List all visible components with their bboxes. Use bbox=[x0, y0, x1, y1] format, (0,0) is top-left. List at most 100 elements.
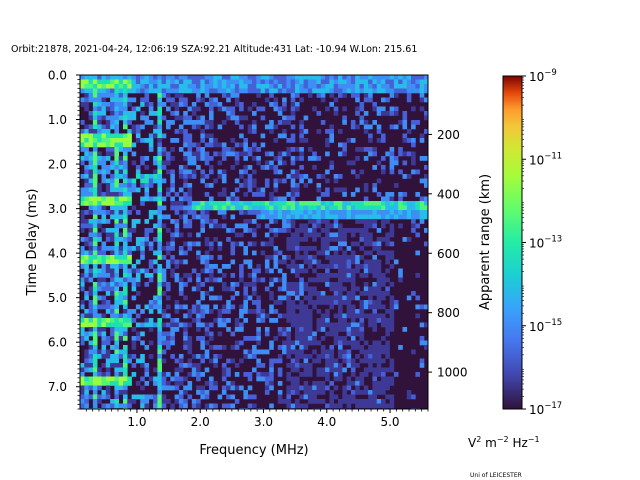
y-tick-label: 1.0 bbox=[48, 113, 67, 127]
heatmap-cell bbox=[230, 250, 236, 256]
heatmap-cell bbox=[355, 385, 360, 391]
heatmap-cell bbox=[110, 318, 115, 323]
heatmap-cell bbox=[290, 88, 296, 94]
heatmap-cell bbox=[295, 156, 300, 161]
heatmap-cell bbox=[316, 385, 322, 391]
heatmap-cell bbox=[204, 210, 210, 215]
heatmap-cell bbox=[234, 363, 240, 368]
heatmap-cell bbox=[92, 331, 98, 337]
heatmap-cell bbox=[191, 106, 197, 112]
heatmap-cell bbox=[385, 214, 390, 220]
heatmap-cell bbox=[88, 129, 94, 134]
heatmap-cell bbox=[406, 138, 412, 143]
heatmap-cell bbox=[342, 142, 347, 148]
heatmap-cell bbox=[325, 282, 330, 287]
heatmap-cell bbox=[264, 178, 270, 184]
heatmap-cell bbox=[307, 340, 313, 346]
heatmap-cell bbox=[290, 214, 296, 220]
heatmap-cell bbox=[299, 214, 304, 220]
heatmap-cell bbox=[415, 214, 420, 220]
heatmap-cell bbox=[359, 304, 365, 310]
heatmap-cell bbox=[350, 331, 356, 337]
heatmap-cell bbox=[368, 268, 373, 274]
heatmap-cell bbox=[346, 84, 352, 89]
heatmap-cell bbox=[381, 223, 386, 229]
heatmap-cell bbox=[350, 390, 356, 395]
heatmap-cell bbox=[123, 214, 128, 220]
heatmap-cell bbox=[131, 187, 137, 193]
heatmap-cell bbox=[363, 237, 369, 242]
heatmap-cell bbox=[286, 75, 291, 80]
heatmap-cell bbox=[368, 363, 373, 368]
heatmap-cell bbox=[290, 79, 296, 85]
heatmap-cell bbox=[264, 331, 270, 337]
heatmap-cell bbox=[376, 268, 382, 274]
heatmap-cell bbox=[355, 327, 360, 332]
heatmap-cell bbox=[372, 246, 377, 251]
heatmap-cell bbox=[209, 205, 214, 211]
heatmap-cell bbox=[295, 403, 300, 409]
heatmap-cell bbox=[80, 250, 85, 256]
heatmap-cell bbox=[84, 349, 89, 355]
heatmap-cell bbox=[161, 214, 167, 220]
heatmap-cell bbox=[342, 241, 347, 247]
heatmap-cell bbox=[264, 205, 270, 211]
heatmap-cell bbox=[170, 385, 175, 391]
heatmap-cell bbox=[114, 349, 119, 355]
heatmap-cell bbox=[316, 129, 322, 134]
heatmap-cell bbox=[252, 142, 257, 148]
heatmap-cell bbox=[118, 115, 124, 121]
heatmap-cell bbox=[338, 151, 343, 157]
heatmap-cell bbox=[131, 228, 137, 233]
heatmap-cell bbox=[153, 376, 158, 382]
heatmap-cell bbox=[183, 196, 188, 202]
heatmap-cell bbox=[114, 124, 119, 130]
heatmap-cell bbox=[178, 214, 184, 220]
heatmap-cell bbox=[110, 282, 115, 287]
heatmap-cell bbox=[363, 264, 369, 269]
heatmap-cell bbox=[299, 268, 304, 274]
heatmap-cell bbox=[97, 246, 102, 251]
heatmap-cell bbox=[84, 156, 89, 161]
heatmap-cell bbox=[393, 124, 399, 130]
heatmap-cell bbox=[320, 93, 326, 98]
heatmap-cell bbox=[307, 327, 313, 332]
heatmap-cell bbox=[243, 354, 248, 359]
heatmap-cell bbox=[350, 259, 356, 265]
heatmap-cell bbox=[217, 309, 223, 314]
heatmap-cell bbox=[84, 255, 89, 260]
heatmap-cell bbox=[161, 399, 167, 404]
heatmap-cell bbox=[221, 93, 227, 98]
heatmap-cell bbox=[286, 205, 291, 211]
heatmap-cell bbox=[312, 214, 317, 220]
heatmap-cell bbox=[264, 84, 270, 89]
heatmap-cell bbox=[381, 282, 386, 287]
heatmap-cell bbox=[307, 259, 313, 265]
heatmap-cell bbox=[290, 309, 296, 314]
heatmap-cell bbox=[170, 102, 175, 107]
heatmap-cell bbox=[368, 93, 373, 98]
heatmap-cell bbox=[166, 345, 171, 350]
heatmap-cell bbox=[320, 84, 326, 89]
heatmap-cell bbox=[157, 345, 162, 350]
heatmap-cell bbox=[131, 142, 137, 148]
heatmap-cell bbox=[286, 246, 291, 251]
heatmap-cell bbox=[84, 102, 89, 107]
heatmap-cell bbox=[110, 286, 115, 292]
heatmap-cell bbox=[381, 318, 386, 323]
heatmap-cell bbox=[307, 291, 313, 296]
heatmap-cell bbox=[140, 201, 145, 206]
heatmap-cell bbox=[385, 151, 390, 157]
heatmap-cell bbox=[376, 79, 382, 85]
heatmap-cell bbox=[243, 79, 248, 85]
heatmap-cell bbox=[148, 322, 154, 328]
heatmap-cell bbox=[359, 313, 365, 319]
heatmap-cell bbox=[372, 268, 377, 274]
heatmap-cell bbox=[333, 219, 339, 224]
heatmap-cell bbox=[213, 358, 218, 364]
heatmap-cell bbox=[355, 219, 360, 224]
heatmap-cell bbox=[273, 246, 279, 251]
heatmap-cell bbox=[217, 201, 223, 206]
heatmap-cell bbox=[209, 286, 214, 292]
heatmap-cell bbox=[148, 106, 154, 112]
